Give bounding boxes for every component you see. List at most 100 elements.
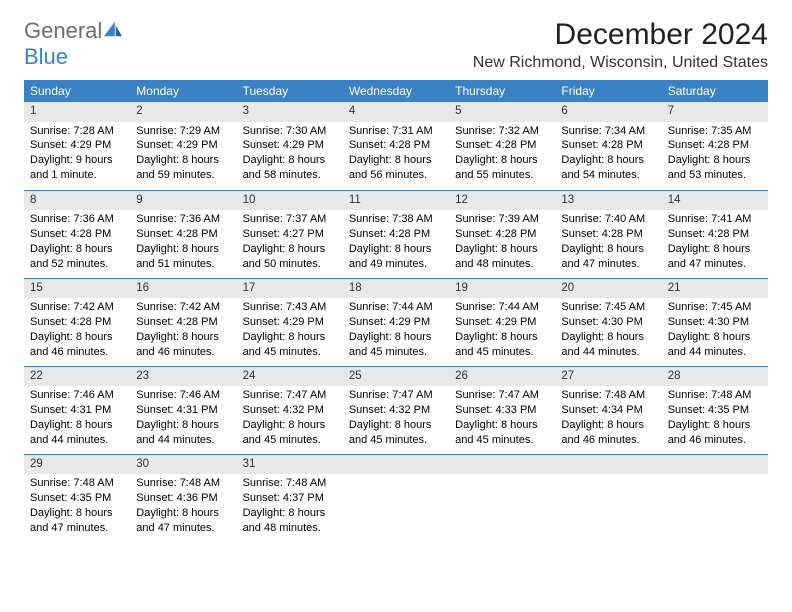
daylight-line: Daylight: 8 hours and 44 minutes. [30, 418, 124, 448]
sunrise-line: Sunrise: 7:48 AM [243, 476, 337, 491]
calendar-day-cell: 16Sunrise: 7:42 AMSunset: 4:28 PMDayligh… [130, 278, 236, 366]
weekday-header: Saturday [662, 80, 768, 102]
daylight-line: Daylight: 8 hours and 59 minutes. [136, 153, 230, 183]
calendar-day-cell: 13Sunrise: 7:40 AMSunset: 4:28 PMDayligh… [555, 190, 661, 278]
calendar-day-cell [555, 454, 661, 542]
daylight-line: Daylight: 8 hours and 49 minutes. [349, 242, 443, 272]
calendar-day-cell: 22Sunrise: 7:46 AMSunset: 4:31 PMDayligh… [24, 366, 130, 454]
day-number: 2 [130, 102, 236, 122]
day-details: Sunrise: 7:48 AMSunset: 4:35 PMDaylight:… [662, 386, 768, 451]
daylight-line: Daylight: 8 hours and 45 minutes. [243, 418, 337, 448]
sunset-line: Sunset: 4:28 PM [668, 138, 762, 153]
sunset-line: Sunset: 4:28 PM [30, 315, 124, 330]
sunset-line: Sunset: 4:28 PM [561, 138, 655, 153]
day-details: Sunrise: 7:39 AMSunset: 4:28 PMDaylight:… [449, 210, 555, 275]
calendar-day-cell: 28Sunrise: 7:48 AMSunset: 4:35 PMDayligh… [662, 366, 768, 454]
day-number: 29 [24, 455, 130, 475]
daylight-line: Daylight: 8 hours and 47 minutes. [668, 242, 762, 272]
day-details: Sunrise: 7:47 AMSunset: 4:32 PMDaylight:… [237, 386, 343, 451]
daylight-line: Daylight: 8 hours and 47 minutes. [561, 242, 655, 272]
day-details: Sunrise: 7:31 AMSunset: 4:28 PMDaylight:… [343, 122, 449, 187]
daylight-line: Daylight: 8 hours and 45 minutes. [243, 330, 337, 360]
day-number: 3 [237, 102, 343, 122]
calendar-day-cell: 29Sunrise: 7:48 AMSunset: 4:35 PMDayligh… [24, 454, 130, 542]
day-number: 28 [662, 367, 768, 387]
day-details: Sunrise: 7:42 AMSunset: 4:28 PMDaylight:… [130, 298, 236, 363]
sunrise-line: Sunrise: 7:31 AM [349, 124, 443, 139]
day-details: Sunrise: 7:32 AMSunset: 4:28 PMDaylight:… [449, 122, 555, 187]
sunset-line: Sunset: 4:28 PM [349, 227, 443, 242]
day-number: 8 [24, 191, 130, 211]
sunset-line: Sunset: 4:28 PM [668, 227, 762, 242]
day-number: 20 [555, 279, 661, 299]
daylight-line: Daylight: 8 hours and 48 minutes. [243, 506, 337, 536]
sunset-line: Sunset: 4:32 PM [243, 403, 337, 418]
daylight-line: Daylight: 8 hours and 47 minutes. [30, 506, 124, 536]
calendar-week-row: 8Sunrise: 7:36 AMSunset: 4:28 PMDaylight… [24, 190, 768, 278]
daylight-line: Daylight: 8 hours and 46 minutes. [136, 330, 230, 360]
location-subtitle: New Richmond, Wisconsin, United States [473, 54, 768, 72]
sunset-line: Sunset: 4:29 PM [30, 138, 124, 153]
title-block: December 2024 New Richmond, Wisconsin, U… [473, 18, 768, 72]
weekday-header-row: SundayMondayTuesdayWednesdayThursdayFrid… [24, 80, 768, 102]
day-number: 18 [343, 279, 449, 299]
month-title: December 2024 [473, 18, 768, 52]
calendar-day-cell: 24Sunrise: 7:47 AMSunset: 4:32 PMDayligh… [237, 366, 343, 454]
sunrise-line: Sunrise: 7:47 AM [243, 388, 337, 403]
daylight-line: Daylight: 8 hours and 58 minutes. [243, 153, 337, 183]
sunrise-line: Sunrise: 7:37 AM [243, 212, 337, 227]
sunset-line: Sunset: 4:28 PM [561, 227, 655, 242]
sunset-line: Sunset: 4:29 PM [243, 315, 337, 330]
calendar-day-cell: 25Sunrise: 7:47 AMSunset: 4:32 PMDayligh… [343, 366, 449, 454]
daylight-line: Daylight: 8 hours and 48 minutes. [455, 242, 549, 272]
sunset-line: Sunset: 4:28 PM [349, 138, 443, 153]
sunrise-line: Sunrise: 7:35 AM [668, 124, 762, 139]
calendar-day-cell: 5Sunrise: 7:32 AMSunset: 4:28 PMDaylight… [449, 102, 555, 190]
day-details: Sunrise: 7:45 AMSunset: 4:30 PMDaylight:… [662, 298, 768, 363]
daylight-line: Daylight: 8 hours and 51 minutes. [136, 242, 230, 272]
sunset-line: Sunset: 4:30 PM [561, 315, 655, 330]
sunrise-line: Sunrise: 7:38 AM [349, 212, 443, 227]
day-number: 30 [130, 455, 236, 475]
sunrise-line: Sunrise: 7:43 AM [243, 300, 337, 315]
calendar-day-cell: 12Sunrise: 7:39 AMSunset: 4:28 PMDayligh… [449, 190, 555, 278]
calendar-week-row: 15Sunrise: 7:42 AMSunset: 4:28 PMDayligh… [24, 278, 768, 366]
day-details: Sunrise: 7:44 AMSunset: 4:29 PMDaylight:… [343, 298, 449, 363]
sunset-line: Sunset: 4:31 PM [136, 403, 230, 418]
day-details: Sunrise: 7:44 AMSunset: 4:29 PMDaylight:… [449, 298, 555, 363]
sunrise-line: Sunrise: 7:48 AM [136, 476, 230, 491]
sunrise-line: Sunrise: 7:41 AM [668, 212, 762, 227]
day-details: Sunrise: 7:36 AMSunset: 4:28 PMDaylight:… [24, 210, 130, 275]
sunset-line: Sunset: 4:35 PM [668, 403, 762, 418]
day-number: 22 [24, 367, 130, 387]
sunrise-line: Sunrise: 7:34 AM [561, 124, 655, 139]
calendar-day-cell: 8Sunrise: 7:36 AMSunset: 4:28 PMDaylight… [24, 190, 130, 278]
calendar-day-cell: 9Sunrise: 7:36 AMSunset: 4:28 PMDaylight… [130, 190, 236, 278]
day-number: 16 [130, 279, 236, 299]
calendar-day-cell: 17Sunrise: 7:43 AMSunset: 4:29 PMDayligh… [237, 278, 343, 366]
day-details: Sunrise: 7:47 AMSunset: 4:33 PMDaylight:… [449, 386, 555, 451]
day-details: Sunrise: 7:37 AMSunset: 4:27 PMDaylight:… [237, 210, 343, 275]
day-details: Sunrise: 7:28 AMSunset: 4:29 PMDaylight:… [24, 122, 130, 187]
sunset-line: Sunset: 4:29 PM [136, 138, 230, 153]
sunrise-line: Sunrise: 7:29 AM [136, 124, 230, 139]
calendar-day-cell: 6Sunrise: 7:34 AMSunset: 4:28 PMDaylight… [555, 102, 661, 190]
day-details: Sunrise: 7:42 AMSunset: 4:28 PMDaylight:… [24, 298, 130, 363]
calendar-day-cell: 20Sunrise: 7:45 AMSunset: 4:30 PMDayligh… [555, 278, 661, 366]
sunset-line: Sunset: 4:35 PM [30, 491, 124, 506]
day-details: Sunrise: 7:41 AMSunset: 4:28 PMDaylight:… [662, 210, 768, 275]
calendar-day-cell [449, 454, 555, 542]
day-number: 21 [662, 279, 768, 299]
day-details: Sunrise: 7:48 AMSunset: 4:37 PMDaylight:… [237, 474, 343, 539]
daylight-line: Daylight: 8 hours and 45 minutes. [455, 418, 549, 448]
day-details: Sunrise: 7:48 AMSunset: 4:35 PMDaylight:… [24, 474, 130, 539]
calendar-day-cell: 27Sunrise: 7:48 AMSunset: 4:34 PMDayligh… [555, 366, 661, 454]
weekday-header: Friday [555, 80, 661, 102]
day-details: Sunrise: 7:43 AMSunset: 4:29 PMDaylight:… [237, 298, 343, 363]
calendar-day-cell: 2 Sunrise: 7:29 AMSunset: 4:29 PMDaylight… [130, 102, 236, 190]
logo-word2: Blue [24, 44, 68, 69]
day-number: 15 [24, 279, 130, 299]
day-number: 14 [662, 191, 768, 211]
calendar-day-cell: 3Sunrise: 7:30 AMSunset: 4:29 PMDaylight… [237, 102, 343, 190]
calendar-table: SundayMondayTuesdayWednesdayThursdayFrid… [24, 80, 768, 542]
